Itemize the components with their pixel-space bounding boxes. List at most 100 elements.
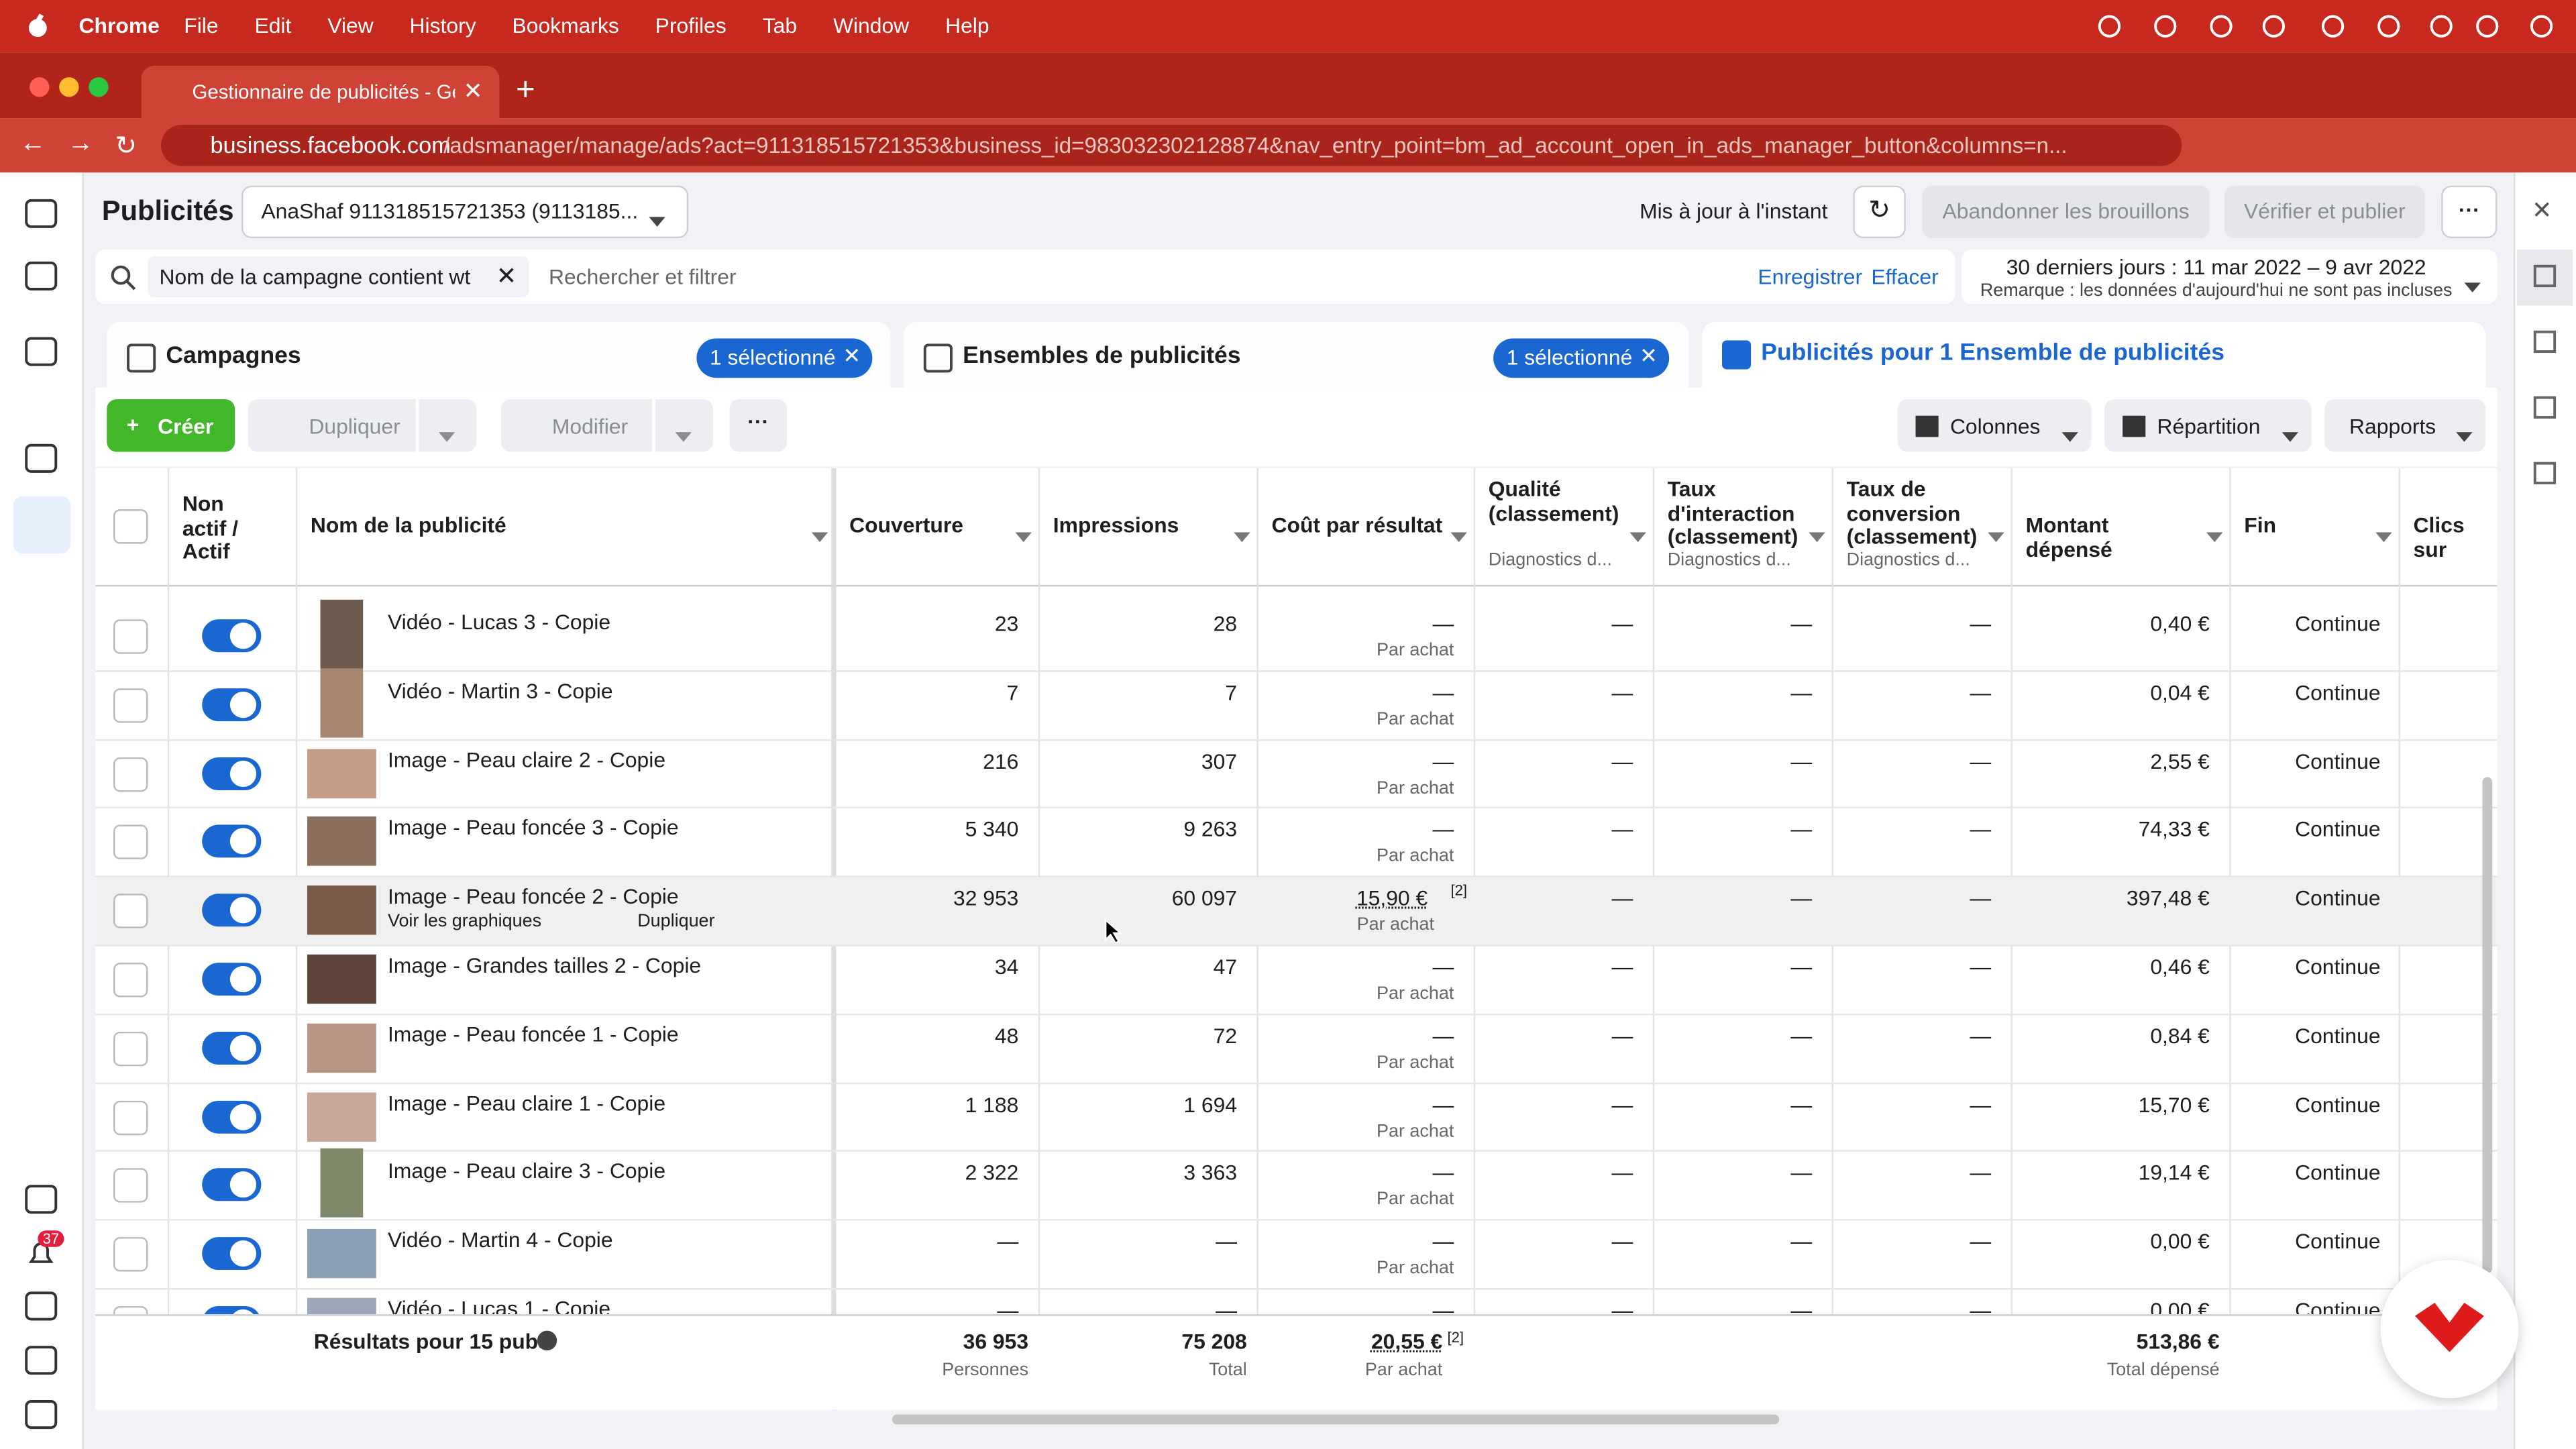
ad-name[interactable]: Image - Peau claire 3 - Copie [387,1159,666,1184]
caret [2464,273,2481,292]
column-header[interactable]: Non actif / Actif [182,491,239,564]
save-link[interactable]: Enregistrer [1758,264,1863,290]
ad-name[interactable]: Image - Peau claire 2 - Copie [387,747,666,772]
row-checkbox[interactable] [113,894,148,929]
row-checkbox[interactable] [113,756,148,792]
toolbar-button[interactable] [248,399,416,452]
menu-item[interactable]: Edit [254,13,292,38]
window-button[interactable] [59,77,79,97]
column-header[interactable]: Taux d'interaction (classement) [1667,476,1799,549]
selection-badge[interactable] [1493,338,1670,378]
row-checkbox[interactable] [113,1031,148,1066]
table-row[interactable]: Image - Peau foncée 2 - Copie 32 953 60 09… [95,877,2498,947]
dropdown[interactable] [655,399,713,452]
table-row[interactable]: Image - Peau claire 2 - Copie 216 307 — — — — 2… [95,740,2498,809]
table-row[interactable]: Vidéo - Martin 4 - Copie — — — — — — 0,00 € Cont… [95,1221,2498,1290]
window-button[interactable] [30,77,50,97]
column-header[interactable]: Taux de conversion (classement) [1846,476,1978,549]
ad-name[interactable]: Image - Peau foncée 3 - Copie [387,815,679,841]
table-row[interactable]: Image - Grandes tailles 2 - Copie 34 47 — — —… [95,947,2498,1015]
toolbar-more[interactable]: ··· [729,399,788,452]
cell-value: 397,48 € [2126,885,2210,911]
row-checkbox[interactable] [113,963,148,998]
menu-item[interactable]: Profiles [655,13,727,38]
nav-button[interactable]: ↻ [115,133,138,162]
cell-value: 1 188 [965,1091,1019,1117]
create-button[interactable] [107,399,235,452]
ad-name[interactable]: Image - Peau foncée 2 - Copie [387,884,679,909]
table-row[interactable]: Image - Peau foncée 1 - Copie 48 72 — — — — 0,8… [95,1015,2498,1084]
table-row[interactable]: Vidéo - Lucas 3 - Copie 23 28 — — — — 0,40 € Con… [95,599,2498,672]
column-header[interactable]: Fin [2244,513,2277,537]
account-select[interactable] [241,185,689,239]
column-header[interactable]: Impressions [1053,513,1179,537]
row-checkbox[interactable] [113,825,148,860]
level-tab[interactable] [1702,322,2486,394]
window-button[interactable] [89,77,109,97]
toolbar-button[interactable] [500,399,653,452]
cell-value: — [1611,954,1633,979]
discard-button[interactable]: Abandonner les brouillons [1922,185,2210,239]
search-input[interactable]: Rechercher et filtrer [548,264,737,290]
ad-name[interactable]: Image - Grandes tailles 2 - Copie [387,953,702,978]
table-row[interactable]: Image - Peau claire 3 - Copie 2 322 3 363 —… [95,1148,2498,1222]
selection-badge[interactable] [696,338,873,378]
menu-item[interactable]: File [184,13,219,38]
row-checkbox[interactable] [113,1305,148,1315]
toolbar-button[interactable] [2324,399,2486,452]
tab-icon [127,343,156,373]
tab[interactable] [141,65,500,119]
nav-button[interactable]: ← [19,129,46,158]
row-checkbox[interactable] [113,688,148,723]
column-header[interactable]: Nom de la publicité [310,513,506,537]
publish-button[interactable]: Vérifier et publier [2224,185,2425,239]
cell-value: — [1611,748,1633,773]
dropdown[interactable] [419,399,477,452]
table-row[interactable]: Image - Peau claire 1 - Copie 1 188 1 694 —… [95,1083,2498,1152]
cell-value: — [1216,1229,1238,1254]
filter-remove[interactable]: ✕ [496,262,517,291]
ad-name[interactable]: Image - Peau claire 1 - Copie [387,1090,666,1115]
refresh[interactable]: ↻ [1853,185,1906,239]
row-checkbox[interactable] [113,1099,148,1135]
ad-name[interactable]: Image - Peau foncée 1 - Copie [387,1021,679,1046]
omnibox[interactable] [161,125,2182,166]
cell-value: — [1432,817,1454,842]
row-action[interactable]: Voir les graphiques [387,912,542,932]
column-header[interactable]: Coût par résultat [1271,513,1443,537]
cell-value: — [1611,680,1633,705]
end-value: Continue [2295,611,2381,636]
cell-value: — [1432,954,1454,979]
more-button[interactable]: ··· [2441,185,2498,239]
row-checkbox[interactable] [113,1237,148,1272]
clear-link[interactable]: Effacer [1871,264,1939,290]
table-row[interactable]: Vidéo - Martin 3 - Copie 7 7 — — — — 0,04 € Cont… [95,668,2498,741]
menu-item[interactable]: Help [945,13,989,38]
ad-name[interactable]: Vidéo - Lucas 1 - Copie [387,1296,611,1315]
table-row[interactable]: Vidéo - Lucas 1 - Copie — — — — — — 0,00 € Conti… [95,1289,2497,1315]
nav-button[interactable]: → [67,129,94,158]
menu-item[interactable]: History [409,13,476,38]
menu-item[interactable]: Bookmarks [512,13,619,38]
column-header[interactable]: Clics sur [2413,513,2465,561]
close[interactable]: ✕ [2531,197,2553,225]
date-picker[interactable] [1962,250,2498,305]
ad-name[interactable]: Vidéo - Martin 3 - Copie [387,678,613,703]
column-header[interactable]: Couverture [849,513,963,537]
menu-item[interactable]: View [327,13,374,38]
row-action[interactable]: Dupliquer [637,912,715,932]
table-row[interactable]: Image - Peau foncée 3 - Copie 5 340 9 263 —… [95,809,2498,878]
ad-name[interactable]: Vidéo - Martin 4 - Copie [387,1227,613,1252]
column-header[interactable]: Qualité (classement) [1488,476,1619,525]
end-value: Continue [2295,1229,2381,1254]
row-checkbox[interactable] [113,1169,148,1203]
menu-item[interactable]: Tab [762,13,798,38]
header-checkbox[interactable] [113,509,148,544]
row-checkbox[interactable] [113,619,148,654]
new-tab[interactable]: + [515,72,535,109]
menu-item[interactable]: Window [833,13,910,38]
column-header[interactable]: Montant dépensé [2025,513,2112,561]
ad-name[interactable]: Vidéo - Lucas 3 - Copie [387,609,611,635]
filter-text: Nom de la campagne contient wt [159,264,471,290]
filter-chip[interactable] [148,256,529,298]
